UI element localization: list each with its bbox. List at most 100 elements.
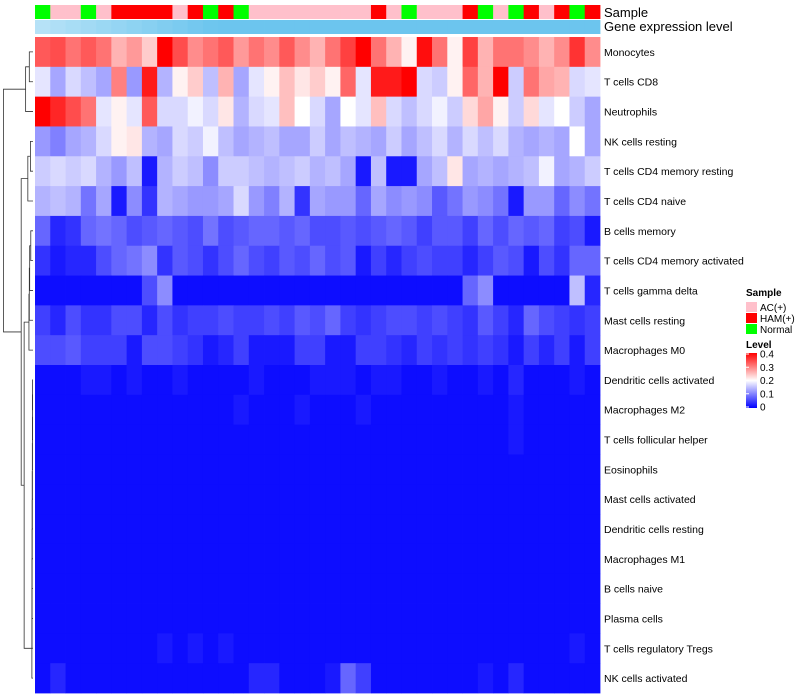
heatmap-cell (202, 514, 219, 545)
heatmap-cell (538, 543, 555, 575)
heatmap-cell (493, 573, 509, 604)
heatmap-cell (126, 394, 143, 426)
heatmap-cell (538, 514, 555, 545)
heatmap-cell (325, 365, 341, 396)
heatmap-cell (264, 37, 280, 68)
heatmap-cell (294, 305, 311, 336)
heatmap-cell (141, 37, 158, 68)
heatmap-cell (416, 126, 433, 157)
heatmap-cell (309, 424, 326, 455)
row-label: Eosinophils (604, 464, 658, 476)
heatmap-cell (65, 335, 82, 366)
heatmap-cell (172, 335, 189, 366)
heatmap-cell (233, 573, 250, 604)
gene-expression-cell (355, 20, 372, 34)
heatmap-cell (218, 186, 234, 217)
heatmap-cell (569, 514, 586, 545)
heatmap-cell (416, 156, 433, 187)
heatmap-cell (386, 543, 402, 575)
heatmap-cell (508, 573, 525, 604)
heatmap-cell (187, 484, 204, 515)
heatmap-cell (294, 365, 311, 396)
heatmap-cell (309, 186, 326, 217)
heatmap-cell (523, 365, 540, 396)
heatmap-cell (157, 633, 173, 664)
heatmap-cell (523, 186, 540, 217)
heatmap-cell (279, 215, 295, 247)
heatmap-cell (294, 215, 311, 247)
heatmap-cell (233, 156, 250, 187)
heatmap-cell (80, 454, 97, 485)
heatmap-cell (172, 424, 189, 455)
sample-annotation-cell (202, 5, 219, 19)
sample-annotation-cell (264, 5, 280, 19)
heatmap-cell (447, 394, 463, 426)
heatmap-cell (141, 215, 158, 247)
heatmap-cell (584, 96, 601, 127)
heatmap-cell (202, 365, 219, 396)
heatmap-cell (584, 37, 601, 68)
gene-expression-cell (202, 20, 219, 34)
heatmap-cell (187, 245, 204, 276)
heatmap-cell (157, 156, 173, 187)
sample-legend: Sample AC(+)HAM(+)Normal (746, 288, 795, 336)
sample-annotation-cell (172, 5, 189, 19)
heatmap-cell (538, 454, 555, 485)
heatmap-cell (218, 543, 234, 575)
heatmap-cell (538, 424, 555, 455)
heatmap-cell (508, 394, 525, 426)
heatmap-cell (96, 424, 112, 455)
heatmap-cell (50, 573, 66, 604)
heatmap-cell (35, 96, 51, 127)
heatmap-cell (508, 424, 525, 455)
heatmap-cell (554, 275, 570, 306)
sample-annotation-cell (554, 5, 570, 19)
heatmap-cell (172, 305, 189, 336)
sample-annotation-cell (294, 5, 311, 19)
heatmap-cell (80, 514, 97, 545)
heatmap-cell (325, 543, 341, 575)
sample-annotation-cell (309, 5, 326, 19)
gene-expression-cell (172, 20, 189, 34)
heatmap-cell (96, 514, 112, 545)
heatmap-cell (370, 96, 387, 127)
heatmap-cell (157, 245, 173, 276)
heatmap-cell (554, 543, 570, 575)
heatmap-cell (96, 66, 112, 98)
heatmap-cell (508, 365, 525, 396)
heatmap-cell (401, 543, 418, 575)
heatmap-cell (340, 335, 357, 366)
heatmap-cell (50, 305, 66, 336)
heatmap-cell (325, 394, 341, 426)
gene-expression-cell (126, 20, 143, 34)
heatmap-cell (462, 603, 479, 634)
heatmap-cell (325, 37, 341, 68)
heatmap-cell (340, 394, 357, 426)
heatmap-cell (233, 543, 250, 575)
heatmap-cell (111, 663, 128, 694)
heatmap-cell (477, 484, 494, 515)
heatmap-cell (462, 663, 479, 694)
heatmap-cell (370, 603, 387, 634)
heatmap-cell (447, 514, 463, 545)
heatmap-cell (370, 335, 387, 366)
heatmap-cell (202, 633, 219, 664)
heatmap-cell (416, 245, 433, 276)
heatmap-cell (35, 573, 51, 604)
heatmap-cell (584, 275, 601, 306)
heatmap-cell (523, 245, 540, 276)
heatmap-cell (493, 424, 509, 455)
heatmap-cell (309, 305, 326, 336)
heatmap-cell (355, 186, 372, 217)
heatmap-cell (325, 603, 341, 634)
heatmap-cells (35, 37, 601, 694)
heatmap-cell (96, 245, 112, 276)
sample-annotation-cell (493, 5, 509, 19)
heatmap-cell (35, 543, 51, 575)
heatmap-cell (264, 663, 280, 694)
heatmap-cell (355, 66, 372, 98)
row-label: T cells CD4 memory resting (604, 166, 733, 178)
row-label: Dendritic cells resting (604, 524, 704, 536)
heatmap-cell (157, 603, 173, 634)
heatmap-cell (523, 215, 540, 247)
